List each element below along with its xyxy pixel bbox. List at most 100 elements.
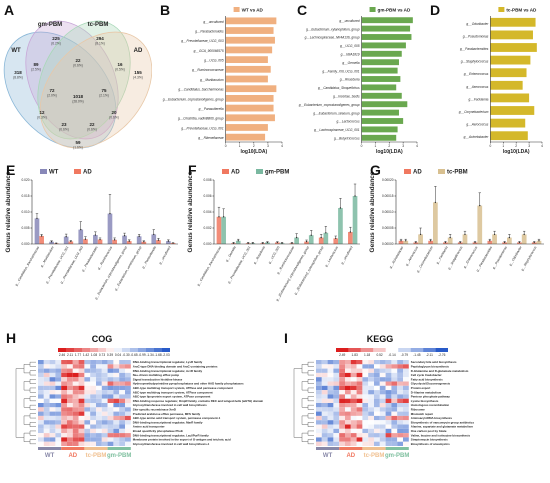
- heatmap-cell: [96, 368, 102, 373]
- heatmap-cell: [368, 433, 374, 438]
- heatmap-cell: [61, 381, 67, 386]
- heatmap-dendrogram-branch: [29, 370, 36, 376]
- heatmap-row-label: Broad specificity phosphatase PhoE: [133, 429, 183, 433]
- heatmap-cell: [391, 407, 398, 412]
- heatmap-dendrogram-branch: [307, 439, 314, 445]
- heatmap-cell: [43, 394, 50, 399]
- lda-chart-d: tc-PBM vs AD g__Odoribacter g__Pseudomonas…: [459, 7, 543, 155]
- abundance-category-label: g__Facklamia: [435, 245, 448, 264]
- abundance-y-tick-label: 0.00020: [382, 178, 394, 182]
- heatmap-cell: [385, 360, 392, 365]
- abundance-bar: [63, 236, 69, 244]
- heatmap-cell: [61, 377, 67, 382]
- heatmap-cell: [61, 437, 67, 442]
- heatmap-cell: [339, 381, 345, 386]
- abundance-bar: [136, 236, 142, 244]
- heatmap-cell: [374, 407, 380, 412]
- lda-panel-c: C gm-PBM vs AD g__uncultured g__Eubacteriu…: [295, 2, 423, 162]
- heatmap-cell: [356, 437, 363, 442]
- heatmap-cell: [72, 377, 79, 382]
- heatmap-cell: [72, 420, 79, 425]
- lda-category-label: g__Facklamia: [469, 97, 489, 101]
- heatmap-cell: [321, 385, 328, 391]
- heatmap-cell: [101, 394, 108, 399]
- lda-chart-b: WT vs AD g__uncultured g__Parabacteroidesg…: [163, 7, 283, 155]
- heatmap-cell: [368, 372, 374, 378]
- heatmap-cell: [78, 385, 85, 391]
- heatmap-cell: [379, 377, 386, 382]
- heatmap-cell: [350, 385, 357, 391]
- abundance-point: [354, 195, 356, 197]
- lda-legend-swatch: [498, 7, 505, 12]
- heatmap-cell: [55, 381, 62, 386]
- heatmap-cell: [321, 424, 328, 429]
- abundance-point: [464, 233, 466, 236]
- lda-category-label: g__Aerococcus: [466, 85, 488, 89]
- abundance-category-label: g__Eubacterium_ventriosum_group: [114, 245, 143, 291]
- lda-bar: [225, 75, 268, 83]
- heatmap-cell: [356, 428, 363, 434]
- heatmap-cell: [345, 377, 351, 382]
- abundance-point: [518, 241, 521, 244]
- abundance-point: [295, 236, 298, 239]
- abundance-bar: [49, 241, 54, 244]
- heatmap-cell: [316, 441, 322, 446]
- lda-panel-b: B WT vs AD g__uncultured g__Parabacteroide…: [158, 2, 288, 162]
- lda-category-label: g__Muribaculum: [200, 78, 224, 82]
- heatmap-cell: [327, 441, 334, 446]
- heatmap-cell: [327, 424, 334, 429]
- abundance-point: [400, 240, 402, 242]
- heatmap-cell: [43, 415, 50, 421]
- heatmap-cell: [385, 390, 392, 395]
- heatmap-dendrogram-branch: [307, 387, 314, 393]
- lda-category-label: g__Prevotellaceae_UCG_003: [181, 39, 224, 43]
- heatmap-cell: [391, 385, 398, 391]
- heatmap-dendrogram-branch: [307, 370, 314, 376]
- heatmap-scale-label: 2.11: [67, 353, 73, 357]
- abundance-category-label: g__Gemella: [225, 245, 237, 262]
- heatmap-cell: [379, 441, 386, 446]
- heatmap-cell: [67, 403, 73, 408]
- heatmap-cell: [345, 398, 351, 403]
- heatmap-cell: [96, 428, 102, 434]
- heatmap-cell: [84, 398, 91, 403]
- heatmap-cell: [61, 385, 67, 391]
- lda-category-label: g__uncultured: [203, 20, 223, 24]
- heatmap-cell: [333, 407, 340, 412]
- heatmap-cell: [67, 428, 73, 434]
- heatmap-cell: [356, 394, 363, 399]
- heatmap-cell: [327, 415, 334, 421]
- venn-region-value: 294: [96, 36, 104, 41]
- heatmap-dendrogram-branch: [307, 379, 314, 384]
- heatmap-cell: [391, 390, 398, 395]
- heatmap-cell: [113, 420, 120, 425]
- abundance-legend-swatch: [256, 169, 263, 174]
- heatmap-scale-cell: [106, 348, 114, 352]
- heatmap-cell: [125, 372, 131, 378]
- heatmap-cell: [374, 411, 380, 416]
- heatmap-cell: [339, 441, 345, 446]
- abundance-point: [128, 240, 130, 242]
- heatmap-scale-label: -0.65: [130, 353, 137, 357]
- heatmap-cell: [333, 381, 340, 386]
- heatmap-cell: [119, 364, 125, 369]
- heatmap-cell: [38, 390, 44, 395]
- venn-region-percent: (0.6%): [109, 116, 119, 120]
- lda-x-tick-label: 4: [416, 144, 418, 148]
- heatmap-group-bar: [61, 447, 85, 450]
- heatmap-cell: [374, 433, 380, 438]
- abundance-legend-label: WT: [49, 170, 59, 176]
- heatmap-cell: [90, 364, 96, 369]
- abundance-point: [237, 240, 239, 242]
- heatmap-cell: [119, 377, 125, 382]
- heatmap-cell: [316, 428, 322, 434]
- abundance-y-tick-label: 0.000: [204, 242, 212, 246]
- heatmap-cell: [345, 424, 351, 429]
- abundance-point: [489, 240, 491, 242]
- abundance-point: [80, 228, 82, 231]
- panel-label-f: F: [188, 162, 197, 178]
- heatmap-cell: [374, 381, 380, 386]
- heatmap-group-label: tc-PBM: [86, 453, 107, 459]
- heatmap-row-label: Mismatch repair: [411, 412, 434, 416]
- heatmap-cell: [67, 360, 73, 365]
